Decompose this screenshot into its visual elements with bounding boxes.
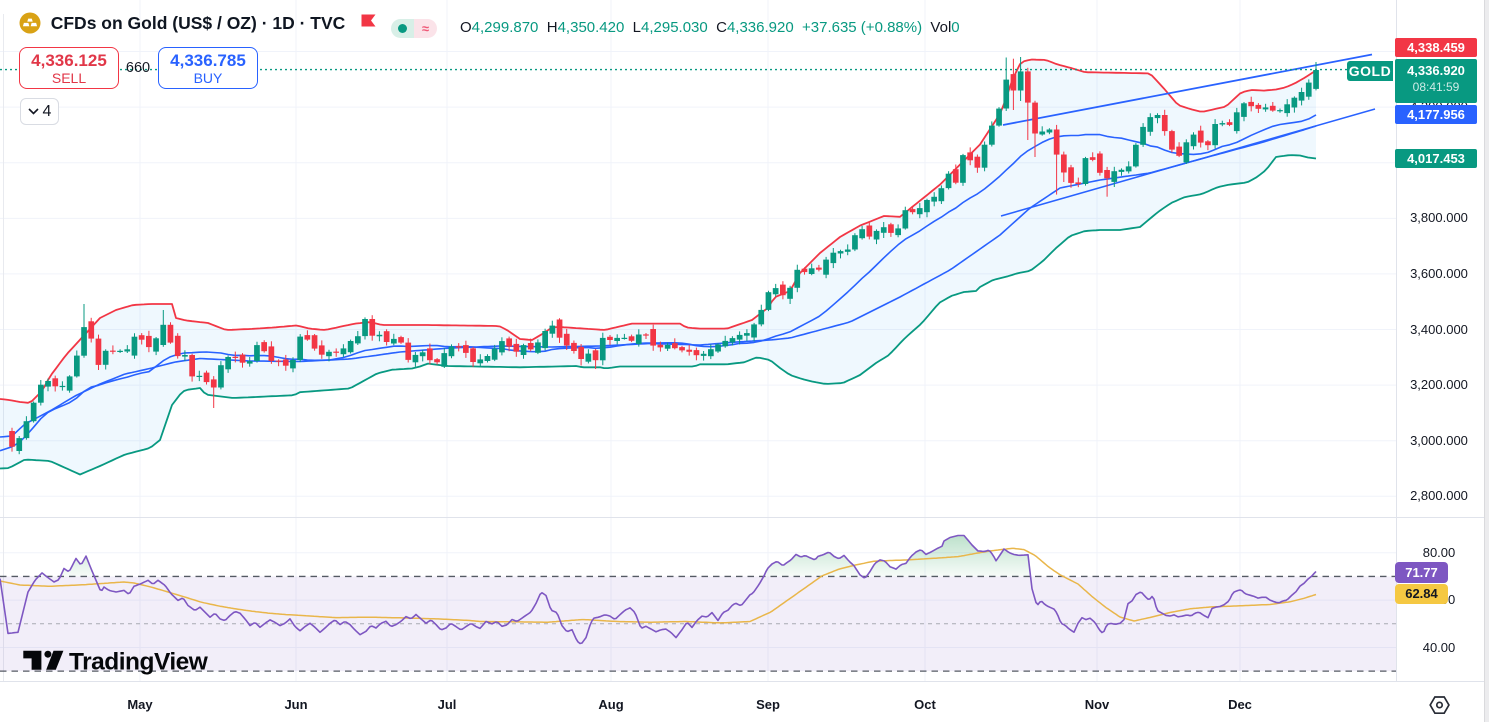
svg-text:TradingView: TradingView	[69, 649, 209, 676]
